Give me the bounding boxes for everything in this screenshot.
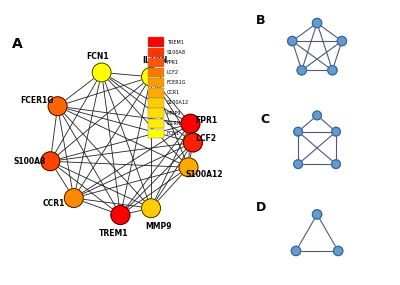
Circle shape: [111, 205, 130, 224]
Text: B: B: [256, 14, 266, 27]
Text: TREM1: TREM1: [167, 40, 184, 44]
Text: IL1RN: IL1RN: [167, 121, 181, 126]
FancyBboxPatch shape: [148, 68, 164, 77]
Circle shape: [92, 63, 111, 82]
Circle shape: [297, 66, 306, 75]
Circle shape: [41, 152, 60, 171]
Circle shape: [312, 19, 322, 28]
Text: FCN1: FCN1: [167, 131, 180, 136]
Text: TREM1: TREM1: [98, 229, 128, 238]
Circle shape: [64, 189, 83, 207]
Circle shape: [181, 114, 200, 133]
Text: C: C: [260, 113, 269, 126]
FancyBboxPatch shape: [148, 88, 164, 97]
Text: LCF2: LCF2: [167, 70, 179, 75]
Text: A: A: [12, 37, 22, 51]
Circle shape: [334, 246, 343, 256]
FancyBboxPatch shape: [148, 98, 164, 108]
Text: CCR1: CCR1: [42, 199, 65, 208]
FancyBboxPatch shape: [148, 78, 164, 87]
FancyBboxPatch shape: [148, 37, 164, 47]
Circle shape: [313, 111, 322, 120]
Circle shape: [142, 67, 160, 86]
Circle shape: [328, 66, 337, 75]
Circle shape: [142, 199, 160, 218]
Text: MMP9: MMP9: [145, 222, 172, 231]
FancyBboxPatch shape: [148, 48, 164, 57]
Circle shape: [294, 160, 302, 168]
Circle shape: [48, 97, 67, 116]
Circle shape: [179, 158, 198, 177]
Text: FCER1G: FCER1G: [167, 80, 186, 85]
Text: MMP9: MMP9: [167, 111, 181, 116]
Text: FCER1G: FCER1G: [20, 96, 54, 105]
Text: FPR1: FPR1: [167, 60, 179, 65]
Text: S100A12: S100A12: [186, 170, 223, 179]
Circle shape: [294, 127, 302, 136]
Circle shape: [337, 36, 346, 46]
Text: S100A12: S100A12: [167, 101, 189, 105]
FancyBboxPatch shape: [148, 58, 164, 67]
Circle shape: [184, 133, 202, 152]
FancyBboxPatch shape: [148, 119, 164, 128]
Text: CCR1: CCR1: [167, 90, 180, 95]
Circle shape: [332, 160, 340, 168]
Circle shape: [288, 36, 297, 46]
Text: FPR1: FPR1: [195, 116, 218, 125]
Text: FCN1: FCN1: [87, 52, 109, 61]
Text: S100A8: S100A8: [167, 50, 186, 55]
Circle shape: [332, 127, 340, 136]
Text: IL1RN: IL1RN: [142, 56, 167, 65]
FancyBboxPatch shape: [148, 108, 164, 118]
Text: D: D: [256, 201, 266, 214]
Text: S100A8: S100A8: [14, 157, 46, 166]
Circle shape: [312, 210, 322, 219]
Circle shape: [291, 246, 301, 256]
Text: LCF2: LCF2: [196, 134, 216, 143]
FancyBboxPatch shape: [148, 129, 164, 138]
